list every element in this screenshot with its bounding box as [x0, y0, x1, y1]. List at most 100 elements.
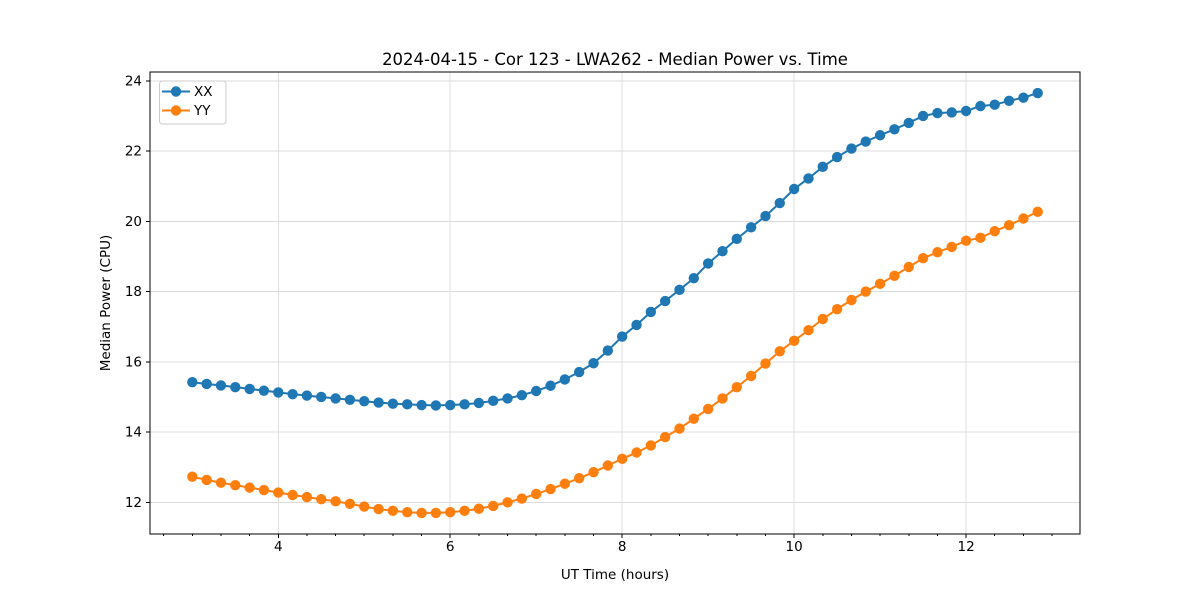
- y-tick-label: 24: [125, 73, 142, 89]
- data-point-XX: [602, 345, 614, 356]
- data-point-XX: [674, 284, 685, 296]
- data-point-YY: [717, 393, 728, 404]
- data-point-YY: [373, 503, 384, 515]
- y-tick-label: 16: [125, 354, 142, 370]
- data-point-XX: [516, 390, 528, 401]
- data-point-XX: [688, 273, 699, 284]
- x-axis-label: UT Time (hours): [561, 567, 669, 583]
- data-point-YY: [416, 507, 427, 519]
- data-point-YY: [688, 413, 699, 424]
- legend-marker-yy: [170, 105, 182, 116]
- data-point-XX: [760, 210, 771, 222]
- axes-ticks: 4 6 8 10 12 12 14 16 18 20 22 24: [125, 73, 1053, 555]
- data-point-YY: [831, 303, 843, 315]
- data-point-XX: [1032, 87, 1043, 99]
- data-point-YY: [817, 313, 828, 325]
- data-point-YY: [731, 381, 742, 393]
- data-point-XX: [273, 387, 284, 398]
- legend-entry-yy: YY: [162, 103, 211, 119]
- data-point-XX: [316, 391, 327, 403]
- data-point-YY: [774, 346, 785, 357]
- data-point-YY: [287, 489, 298, 501]
- chart-title: 2024-04-15 - Cor 123 - LWA262 - Median P…: [382, 50, 848, 69]
- data-point-XX: [788, 183, 800, 195]
- data-point-XX: [932, 107, 943, 119]
- data-point-YY: [1032, 206, 1043, 218]
- legend-label-xx: XX: [194, 84, 213, 100]
- data-point-YY: [531, 488, 542, 500]
- data-point-XX: [645, 306, 657, 318]
- data-point-XX: [975, 100, 986, 112]
- data-point-YY: [874, 278, 886, 290]
- legend-marker-xx: [170, 86, 182, 97]
- data-point-YY: [445, 507, 456, 518]
- data-point-YY: [258, 484, 270, 496]
- data-point-XX: [745, 222, 757, 233]
- series-YY: [187, 206, 1043, 519]
- data-point-XX: [258, 385, 270, 396]
- data-point-YY: [917, 253, 929, 264]
- data-point-YY: [430, 507, 442, 519]
- x-tick-label: 8: [618, 539, 627, 555]
- data-point-XX: [946, 107, 957, 118]
- data-point-XX: [731, 233, 742, 245]
- series-line-XX: [192, 92, 1039, 407]
- data-point-XX: [531, 385, 542, 397]
- data-point-YY: [588, 466, 599, 478]
- data-point-YY: [860, 286, 871, 297]
- data-point-XX: [717, 245, 728, 257]
- x-tick-label: 12: [957, 539, 974, 555]
- data-point-XX: [445, 399, 456, 411]
- data-point-XX: [874, 130, 886, 141]
- data-point-YY: [975, 232, 986, 244]
- y-tick-label: 12: [125, 495, 142, 511]
- data-point-XX: [344, 394, 356, 405]
- data-point-YY: [244, 482, 255, 493]
- data-point-YY: [488, 500, 499, 512]
- data-point-XX: [230, 381, 241, 393]
- data-point-YY: [559, 478, 571, 489]
- data-point-YY: [631, 447, 642, 458]
- data-point-XX: [860, 136, 871, 147]
- data-point-YY: [459, 505, 470, 517]
- data-point-YY: [330, 496, 341, 507]
- data-point-XX: [359, 396, 370, 407]
- data-point-XX: [903, 117, 914, 129]
- data-point-YY: [215, 477, 227, 488]
- data-point-YY: [932, 247, 943, 258]
- data-point-YY: [745, 370, 757, 382]
- data-point-XX: [889, 124, 900, 135]
- data-point-YY: [616, 453, 628, 465]
- legend-entry-xx: XX: [162, 84, 213, 100]
- y-tick-label: 18: [125, 284, 142, 300]
- y-tick-label: 22: [125, 144, 142, 160]
- data-point-YY: [516, 493, 528, 504]
- data-point-YY: [1018, 213, 1029, 224]
- data-point-XX: [702, 258, 714, 269]
- data-point-XX: [1018, 92, 1029, 103]
- data-point-YY: [846, 294, 857, 306]
- data-point-YY: [645, 440, 657, 451]
- data-point-XX: [459, 399, 470, 410]
- data-point-XX: [960, 105, 972, 117]
- data-point-YY: [659, 431, 671, 443]
- data-point-YY: [316, 494, 327, 505]
- data-point-YY: [788, 335, 800, 346]
- data-point-XX: [559, 374, 571, 385]
- data-point-XX: [831, 151, 843, 163]
- data-point-XX: [502, 393, 513, 404]
- data-point-XX: [989, 99, 1000, 110]
- data-point-YY: [889, 270, 900, 281]
- x-tick-label: 6: [446, 539, 455, 555]
- data-point-XX: [244, 383, 255, 395]
- data-point-YY: [402, 507, 413, 518]
- data-point-YY: [201, 474, 212, 486]
- data-point-YY: [989, 225, 1000, 237]
- legend: XX YY: [159, 80, 227, 125]
- data-point-XX: [616, 331, 628, 342]
- data-point-XX: [201, 378, 212, 390]
- series-line-YY: [192, 210, 1039, 514]
- data-point-XX: [488, 395, 499, 407]
- data-point-YY: [1003, 219, 1015, 231]
- data-point-XX: [846, 143, 857, 154]
